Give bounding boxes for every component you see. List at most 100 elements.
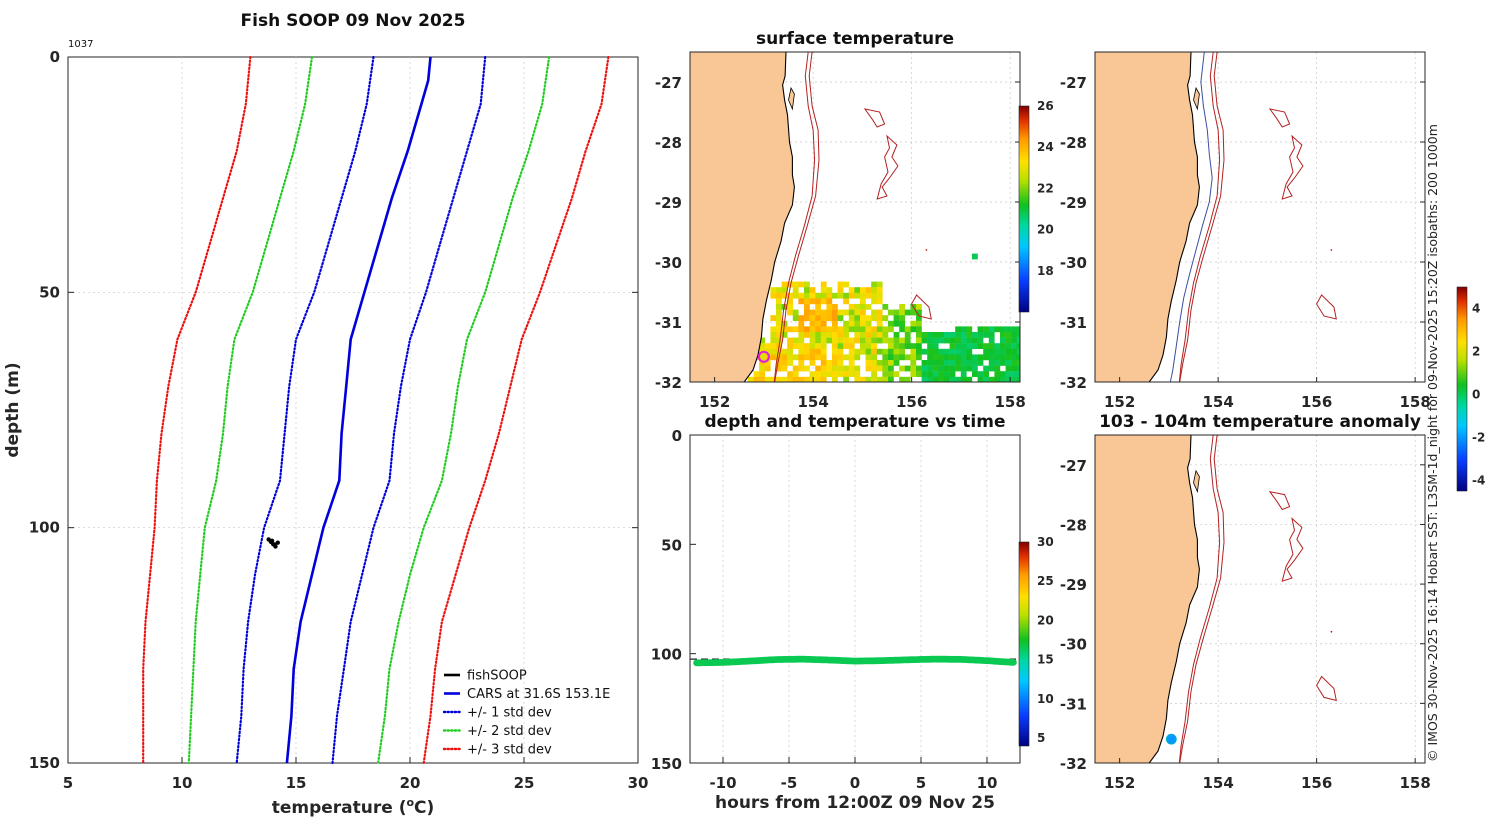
sst-cell <box>972 332 978 338</box>
sst-cell <box>916 304 922 310</box>
bath-seamount-point <box>1330 249 1333 251</box>
bath-isobath-1000m <box>1179 52 1225 382</box>
sst-cell <box>826 337 833 344</box>
sst-cell <box>776 376 782 382</box>
sst-cell <box>809 298 816 305</box>
sst-cell <box>988 348 995 355</box>
anom-y-tick-label: -27 <box>1060 457 1087 475</box>
sst-cell <box>882 304 889 310</box>
sst-cell <box>787 304 793 310</box>
sst-cell <box>983 365 989 372</box>
profile-y-tick-label: 150 <box>29 754 60 772</box>
sst-cell <box>837 309 844 316</box>
sst-cell <box>764 354 771 361</box>
fishsoop-point <box>269 538 275 544</box>
sst-cell <box>804 287 810 293</box>
sst-cell <box>876 348 883 355</box>
sst-cell <box>804 348 810 355</box>
sst-cell <box>826 298 833 305</box>
sst-cell <box>921 332 928 338</box>
sst-cell <box>798 343 805 349</box>
anomaly-colorbar-tick-label: -4 <box>1472 473 1485 487</box>
sst-cell <box>792 315 799 321</box>
sst-cell <box>837 360 844 366</box>
depth-time-colorbar-tick-label: 30 <box>1037 535 1054 549</box>
sst-cell <box>826 315 833 321</box>
sst-cell <box>972 343 978 349</box>
sst-cell <box>966 360 973 366</box>
sst-cell <box>843 320 849 327</box>
bath-island <box>1193 86 1200 111</box>
sst-cell <box>826 287 833 293</box>
fishsoop-point <box>272 542 277 547</box>
sst-cell <box>776 326 782 333</box>
sst-cell <box>848 309 855 316</box>
sst-cell <box>826 332 833 338</box>
sst-cell <box>776 309 782 316</box>
profile-series-line <box>377 55 551 765</box>
sst-cell <box>804 365 810 372</box>
sst-cell <box>899 343 905 349</box>
sst-cell <box>1005 337 1012 344</box>
anom-seamount-contour <box>1281 517 1304 582</box>
sst-cell <box>804 292 810 299</box>
anomaly-colorbar-ticks: -4 -2 0 2 4 <box>1472 301 1485 487</box>
sst-cell <box>804 343 810 349</box>
anom-isobath-1000m-inner <box>1178 435 1221 763</box>
sst-cell <box>1000 354 1006 361</box>
sst-cell <box>932 332 939 338</box>
depth-time-x-ticks: -10 -5 0 5 10 <box>709 757 997 792</box>
depth-time-series <box>690 655 1020 667</box>
sst-cell <box>781 376 788 382</box>
sst-cell <box>820 360 827 366</box>
sst-cell <box>759 371 765 377</box>
sst-cell <box>927 376 933 382</box>
sst-x-tick-label: 158 <box>994 393 1025 411</box>
sst-cell <box>988 354 995 361</box>
profile-x-tick-label: 10 <box>172 774 193 792</box>
sst-cell <box>882 348 889 355</box>
sst-cell <box>832 309 838 316</box>
anomaly-map-frame <box>1094 434 1426 764</box>
profile-x-tick-label: 15 <box>286 774 307 792</box>
anom-y-tick-label: -29 <box>1060 576 1087 594</box>
sst-cell <box>843 376 849 382</box>
sst-cell <box>787 354 793 361</box>
sst-cell <box>944 376 950 382</box>
sst-cell <box>854 354 861 361</box>
sst-cell <box>904 309 911 316</box>
sst-cell <box>944 371 950 377</box>
sst-cell <box>854 326 861 333</box>
sst-cell <box>888 360 894 366</box>
anomaly-colorbar-tick-label: -2 <box>1472 430 1485 444</box>
sst-cell <box>1005 365 1012 372</box>
anomaly-colorbar <box>1456 286 1468 492</box>
sst-cell <box>876 309 883 316</box>
sst-cell <box>759 365 765 372</box>
sst-cell <box>910 371 917 377</box>
sst-cell <box>955 354 961 361</box>
anom-x-tick-label: 156 <box>1301 774 1332 792</box>
sst-cell <box>770 332 777 338</box>
sst-cell <box>977 326 984 333</box>
sst-cell <box>826 309 833 316</box>
sst-cell <box>888 365 894 372</box>
sst-cell <box>1000 343 1006 349</box>
profile-x-ticks: 5 10 15 20 25 30 <box>63 757 648 792</box>
legend-entry-label: fishSOOP <box>467 669 527 684</box>
sst-cell <box>815 343 821 349</box>
profile-series-line <box>142 55 252 765</box>
sst-cell <box>809 354 816 361</box>
profile-series-line <box>422 55 610 765</box>
sst-cell <box>988 343 995 349</box>
sst-cell <box>837 292 844 299</box>
depth-time-title: depth and temperature vs time <box>705 412 1006 432</box>
fishsoop-point <box>275 540 280 545</box>
sst-cell <box>994 360 1001 366</box>
sst-cell <box>977 332 984 338</box>
sst-cell <box>1011 360 1017 366</box>
sst-cell <box>949 371 956 377</box>
sst-cell <box>966 365 973 372</box>
sst-cell <box>832 360 838 366</box>
sst-cell <box>843 343 849 349</box>
